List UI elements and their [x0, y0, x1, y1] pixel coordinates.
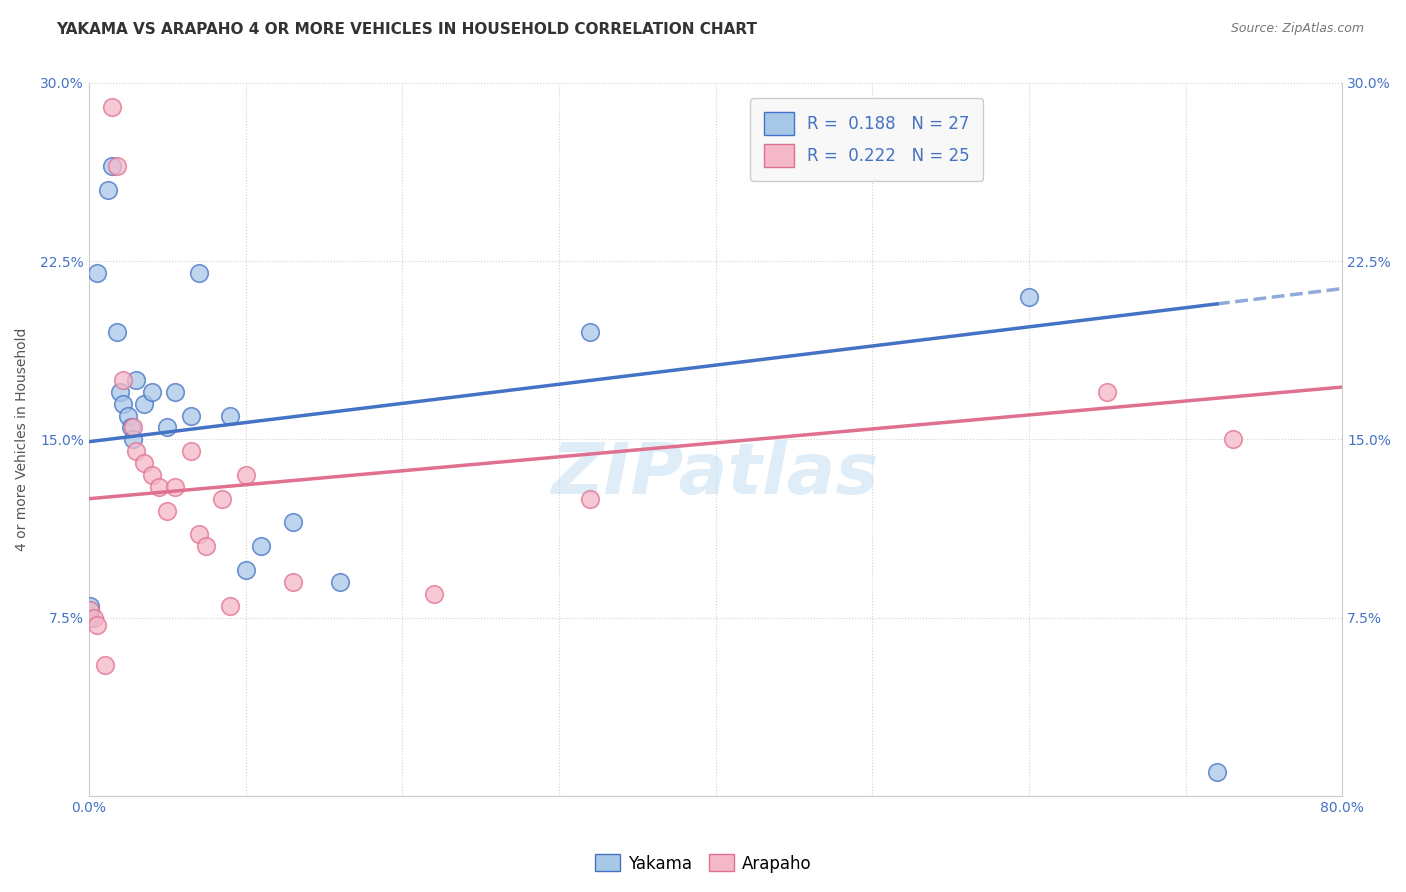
- Point: [117, 409, 139, 423]
- Point: [163, 384, 186, 399]
- Point: [121, 433, 143, 447]
- Point: [79, 599, 101, 613]
- Point: [156, 420, 179, 434]
- Point: [120, 420, 142, 434]
- Point: [121, 420, 143, 434]
- Text: YAKAMA VS ARAPAHO 4 OR MORE VEHICLES IN HOUSEHOLD CORRELATION CHART: YAKAMA VS ARAPAHO 4 OR MORE VEHICLES IN …: [56, 22, 758, 37]
- Point: [163, 480, 186, 494]
- Point: [281, 574, 304, 589]
- Text: ZIPatlas: ZIPatlas: [553, 441, 879, 509]
- Point: [1097, 384, 1119, 399]
- Point: [328, 574, 350, 589]
- Point: [79, 603, 101, 617]
- Point: [211, 491, 233, 506]
- Point: [156, 503, 179, 517]
- Point: [218, 409, 240, 423]
- Point: [235, 563, 257, 577]
- Point: [187, 527, 209, 541]
- Point: [97, 183, 120, 197]
- Point: [101, 159, 124, 173]
- Point: [218, 599, 240, 613]
- Y-axis label: 4 or more Vehicles in Household: 4 or more Vehicles in Household: [15, 327, 30, 551]
- Point: [180, 444, 202, 458]
- Point: [132, 397, 155, 411]
- Point: [105, 159, 128, 173]
- Point: [132, 456, 155, 470]
- Point: [1206, 764, 1229, 779]
- Point: [79, 610, 101, 624]
- Point: [579, 491, 602, 506]
- Point: [422, 587, 444, 601]
- Point: [1018, 290, 1040, 304]
- Point: [112, 373, 135, 387]
- Point: [148, 480, 170, 494]
- Legend: R =  0.188   N = 27, R =  0.222   N = 25: R = 0.188 N = 27, R = 0.222 N = 25: [751, 98, 983, 180]
- Point: [125, 373, 148, 387]
- Point: [281, 516, 304, 530]
- Point: [1222, 433, 1244, 447]
- Point: [141, 467, 163, 482]
- Point: [125, 444, 148, 458]
- Point: [93, 658, 115, 673]
- Point: [250, 539, 273, 553]
- Point: [83, 610, 105, 624]
- Point: [579, 326, 602, 340]
- Point: [180, 409, 202, 423]
- Point: [108, 384, 131, 399]
- Point: [101, 100, 124, 114]
- Point: [86, 266, 108, 280]
- Legend: Yakama, Arapaho: Yakama, Arapaho: [588, 847, 818, 880]
- Point: [195, 539, 218, 553]
- Point: [112, 397, 135, 411]
- Point: [141, 384, 163, 399]
- Point: [235, 467, 257, 482]
- Point: [86, 617, 108, 632]
- Text: Source: ZipAtlas.com: Source: ZipAtlas.com: [1230, 22, 1364, 36]
- Point: [105, 326, 128, 340]
- Point: [187, 266, 209, 280]
- Point: [79, 603, 101, 617]
